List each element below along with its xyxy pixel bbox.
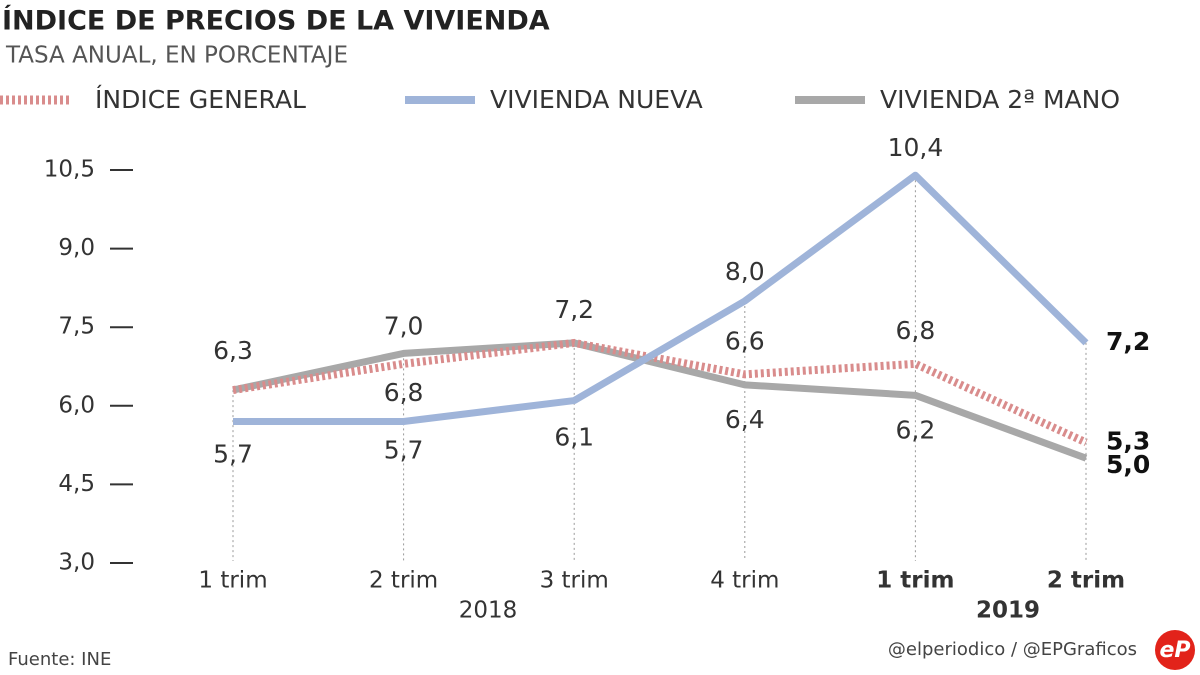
y-tick-label: 9,0 [58, 235, 95, 261]
y-tick-label: 10,5 [44, 157, 95, 183]
value-label: 7,2 [554, 295, 594, 324]
y-tick-label: 3,0 [58, 550, 95, 576]
legend-label: VIVIENDA NUEVA [490, 85, 703, 114]
year-label: 2018 [459, 598, 518, 624]
year-label: 2019 [976, 598, 1040, 624]
y-tick-label: 4,5 [58, 471, 95, 497]
chart-subtitle: TASA ANUAL, EN PORCENTAJE [5, 43, 348, 69]
value-label: 8,0 [725, 257, 765, 286]
credit: @elperiodico / @EPGraficos [888, 639, 1137, 660]
value-label: 6,1 [554, 423, 594, 452]
y-tick-label: 7,5 [58, 314, 95, 340]
x-tick-label: 2 trim [369, 568, 438, 594]
x-tick-label: 4 trim [710, 568, 779, 594]
legend-label: VIVIENDA 2ª MANO [880, 85, 1120, 114]
value-label: 6,8 [896, 316, 936, 345]
x-tick-label: 3 trim [540, 568, 609, 594]
value-label: 10,4 [888, 133, 944, 162]
logo-circle [1155, 630, 1195, 670]
value-label: 6,2 [896, 415, 936, 444]
x-tick-label: 1 trim [198, 568, 267, 594]
value-label: 6,3 [213, 336, 253, 365]
source: Fuente: INE [8, 649, 111, 670]
logo: eP [1159, 638, 1190, 663]
value-label: 5,3 [1106, 426, 1150, 455]
chart-title: ÍNDICE DE PRECIOS DE LA VIVIENDA [2, 5, 550, 37]
x-tick-label: 1 trim [876, 568, 954, 594]
value-label: 5,7 [384, 436, 424, 465]
value-label: 7,0 [384, 311, 424, 340]
y-tick-label: 6,0 [58, 392, 95, 418]
series-line [233, 171, 1089, 426]
value-label: 6,6 [725, 326, 765, 355]
value-label: 7,2 [1106, 327, 1150, 356]
value-label: 5,7 [213, 440, 253, 469]
x-tick-label: 2 trim [1047, 568, 1125, 594]
series-line [232, 338, 1088, 447]
value-label: 6,8 [384, 378, 424, 407]
value-label: 5,0 [1106, 450, 1150, 479]
value-label: 6,4 [725, 405, 765, 434]
legend-label: ÍNDICE GENERAL [95, 85, 306, 114]
series-line [232, 339, 1088, 462]
